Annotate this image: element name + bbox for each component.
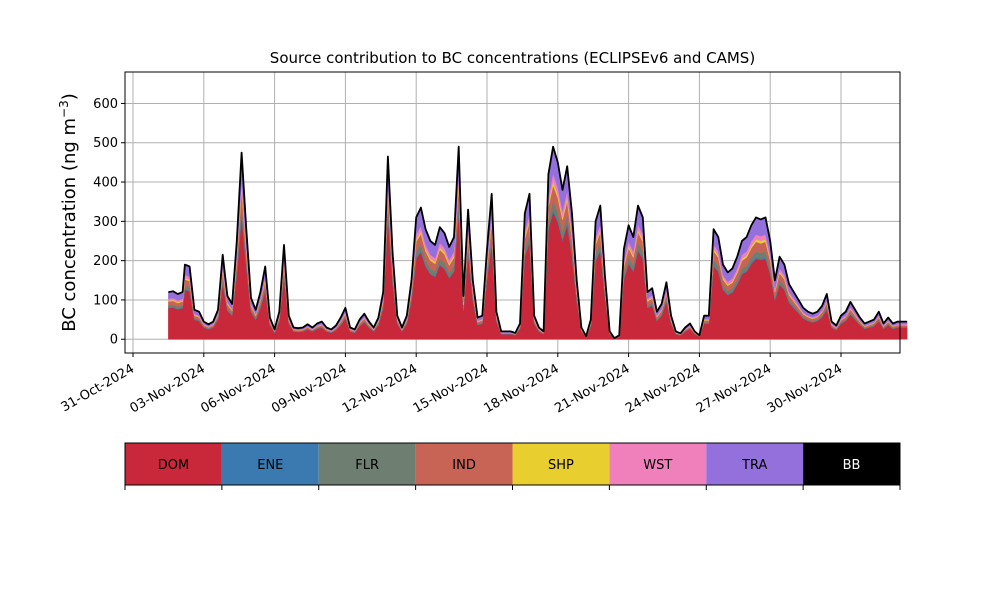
y-tick-label: 400 [93, 176, 118, 191]
legend-label-shp: SHP [548, 458, 574, 473]
x-tick-label: 15-Nov-2024 [411, 361, 491, 416]
legend-swatch-dom [125, 443, 222, 485]
legend-swatch-wst [609, 443, 707, 485]
y-axis-label: BC concentration (ng m−3) [57, 93, 80, 332]
x-tick-label: 06-Nov-2024 [198, 361, 278, 416]
legend-label-ind: IND [452, 458, 476, 473]
legend-swatch-flr [318, 443, 416, 485]
x-tick-label: 21-Nov-2024 [552, 361, 632, 416]
y-axis-label-exponent: −3 [57, 100, 71, 118]
chart-title: Source contribution to BC concentrations… [270, 49, 755, 67]
x-axis: 31-Oct-202403-Nov-202406-Nov-202409-Nov-… [59, 353, 845, 416]
y-tick-label: 200 [93, 254, 118, 269]
total-line-group [168, 145, 908, 339]
x-tick-label: 31-Oct-2024 [59, 361, 137, 415]
x-tick-label: 30-Nov-2024 [765, 361, 845, 416]
legend-colorbar: DOM ENE FLR IND SHP WST TRA BB [124, 442, 901, 490]
y-tick-label: 0 [110, 333, 118, 348]
x-tick-label: 12-Nov-2024 [340, 361, 420, 416]
legend-label-flr: FLR [355, 458, 379, 473]
y-tick-label: 600 [93, 97, 118, 112]
x-tick-label: 27-Nov-2024 [694, 361, 774, 416]
legend-label-bb: BB [843, 458, 861, 473]
legend-swatch-ene [221, 443, 319, 485]
x-tick-label: 03-Nov-2024 [128, 361, 208, 416]
legend-swatch-tra [706, 443, 804, 485]
y-axis-label-main: BC concentration (ng m [59, 118, 80, 332]
x-tick-label: 18-Nov-2024 [482, 361, 562, 416]
legend-label-dom: DOM [158, 458, 189, 473]
total-concentration-line [168, 145, 908, 339]
plot-frame [124, 71, 901, 354]
y-tick-label: 500 [93, 136, 118, 151]
y-axis: 0 100 200 300 400 500 600 [93, 97, 125, 348]
y-tick-label: 100 [93, 293, 118, 308]
legend-swatch-shp [512, 443, 610, 485]
legend-label-wst: WST [643, 458, 672, 473]
x-tick-label: 24-Nov-2024 [623, 361, 703, 416]
y-axis-label-close: ) [59, 93, 80, 100]
legend-swatch-ind [415, 443, 513, 485]
legend-swatch-bb [803, 443, 900, 485]
legend-label-tra: TRA [741, 458, 767, 473]
y-tick-label: 300 [93, 215, 118, 230]
legend-label-ene: ENE [257, 458, 283, 473]
x-tick-label: 09-Nov-2024 [269, 361, 349, 416]
